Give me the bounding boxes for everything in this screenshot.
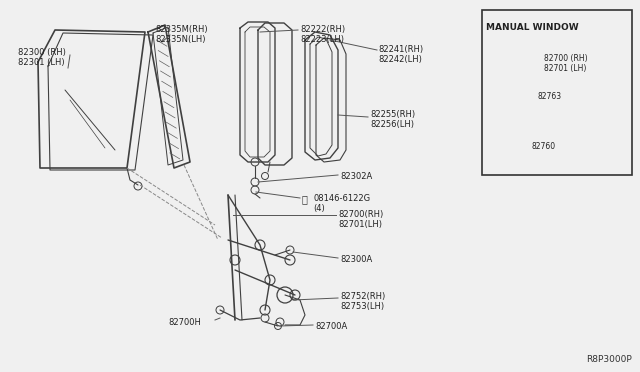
Text: 82300 (RH)
82301 (LH): 82300 (RH) 82301 (LH) [18,48,66,67]
Text: 82222(RH)
82223(LH): 82222(RH) 82223(LH) [300,25,345,44]
Text: 82763: 82763 [537,92,561,101]
Text: Ⓑ: Ⓑ [302,194,308,204]
Text: 82700 (RH)
82701 (LH): 82700 (RH) 82701 (LH) [544,54,588,73]
Text: 82241(RH)
82242(LH): 82241(RH) 82242(LH) [378,45,423,64]
Text: 82302A: 82302A [340,172,372,181]
Text: 82760: 82760 [532,142,556,151]
Bar [482,10,632,175]
Text: 08146-6122G
(4): 08146-6122G (4) [313,194,370,214]
Text: 82255(RH)
82256(LH): 82255(RH) 82256(LH) [370,110,415,129]
Text: 82752(RH)
82753(LH): 82752(RH) 82753(LH) [340,292,385,311]
Text: 82300A: 82300A [340,255,372,264]
Text: 82335M(RH)
82335N(LH): 82335M(RH) 82335N(LH) [155,25,207,44]
Text: 82700(RH)
82701(LH): 82700(RH) 82701(LH) [338,210,383,230]
Text: 82700H: 82700H [168,318,201,327]
Text: R8P3000P: R8P3000P [586,355,632,364]
Text: MANUAL WINDOW: MANUAL WINDOW [486,23,579,32]
Text: 82700A: 82700A [315,322,348,331]
